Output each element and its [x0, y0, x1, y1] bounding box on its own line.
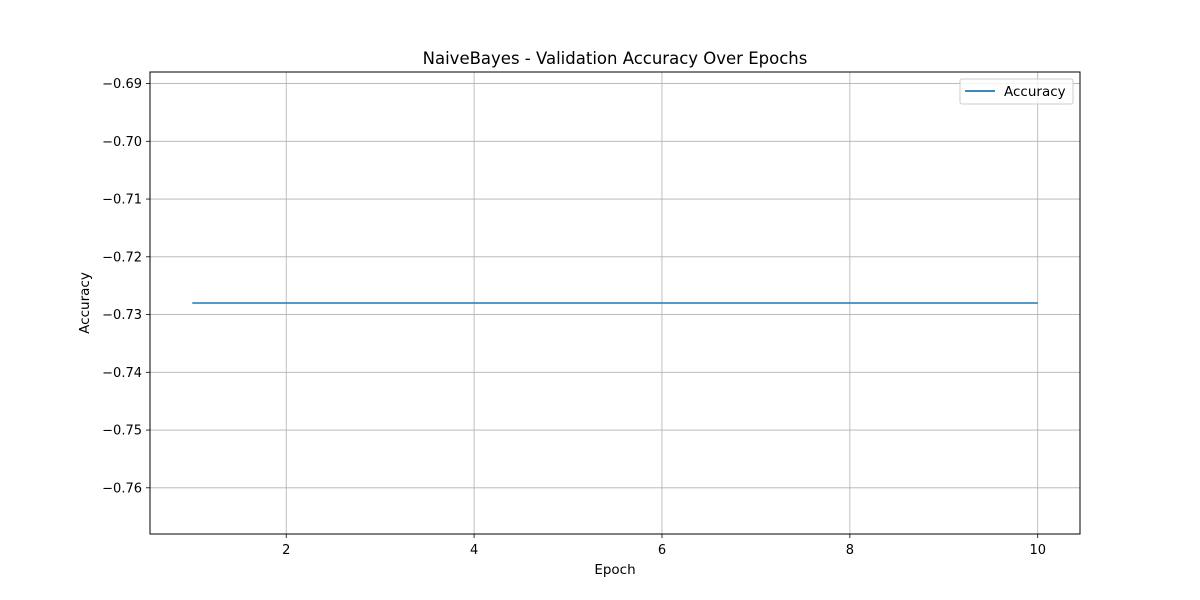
y-tick-label: −0.69 [102, 77, 142, 92]
x-tick-label: 6 [658, 543, 666, 558]
legend: Accuracy [959, 78, 1074, 105]
x-tick-label: 10 [1029, 543, 1046, 558]
x-tick-label: 4 [470, 543, 478, 558]
legend-box [959, 78, 1074, 105]
y-tick-label: −0.76 [102, 481, 142, 496]
y-tick-label: −0.74 [102, 366, 142, 381]
x-axis-title: Epoch [594, 562, 635, 578]
x-tick-label: 2 [282, 543, 290, 558]
x-tick-label: 8 [846, 543, 854, 558]
y-tick-label: −0.71 [102, 193, 142, 208]
y-tick-label: −0.70 [102, 135, 142, 150]
y-tick-label: −0.75 [102, 424, 142, 439]
y-axis-title: Accuracy [77, 272, 93, 334]
plot-frame [149, 71, 1081, 535]
y-tick-label: −0.72 [102, 250, 142, 265]
chart-title: NaiveBayes - Validation Accuracy Over Ep… [423, 49, 808, 68]
legend-label: Accuracy [1004, 84, 1066, 100]
tick-layer: 2 4 6 8 10 −0.69 −0.70 −0.71 −0.72 −0.73 −0.74 −0.7… [102, 77, 1046, 558]
y-tick-label: −0.73 [102, 308, 142, 323]
